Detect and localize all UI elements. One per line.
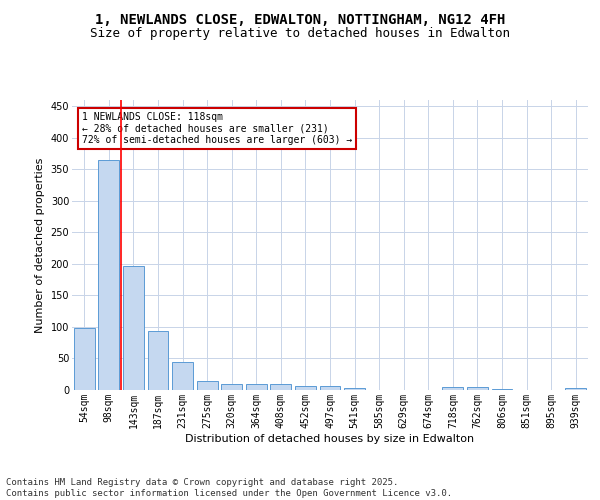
Bar [442, 387, 463, 390]
Bar [320, 386, 340, 390]
Bar [246, 384, 267, 390]
Bar [74, 328, 95, 390]
Bar [172, 362, 193, 390]
Bar [197, 381, 218, 390]
Bar [295, 386, 316, 390]
Bar [221, 384, 242, 390]
Bar [565, 388, 586, 390]
Bar [467, 388, 488, 390]
Bar [98, 160, 119, 390]
Bar [148, 332, 169, 390]
Y-axis label: Number of detached properties: Number of detached properties [35, 158, 45, 332]
Bar [271, 384, 292, 390]
Text: Size of property relative to detached houses in Edwalton: Size of property relative to detached ho… [90, 28, 510, 40]
Text: 1, NEWLANDS CLOSE, EDWALTON, NOTTINGHAM, NG12 4FH: 1, NEWLANDS CLOSE, EDWALTON, NOTTINGHAM,… [95, 12, 505, 26]
X-axis label: Distribution of detached houses by size in Edwalton: Distribution of detached houses by size … [185, 434, 475, 444]
Bar [344, 388, 365, 390]
Bar [123, 266, 144, 390]
Text: 1 NEWLANDS CLOSE: 118sqm
← 28% of detached houses are smaller (231)
72% of semi-: 1 NEWLANDS CLOSE: 118sqm ← 28% of detach… [82, 112, 353, 145]
Bar [491, 388, 512, 390]
Text: Contains HM Land Registry data © Crown copyright and database right 2025.
Contai: Contains HM Land Registry data © Crown c… [6, 478, 452, 498]
